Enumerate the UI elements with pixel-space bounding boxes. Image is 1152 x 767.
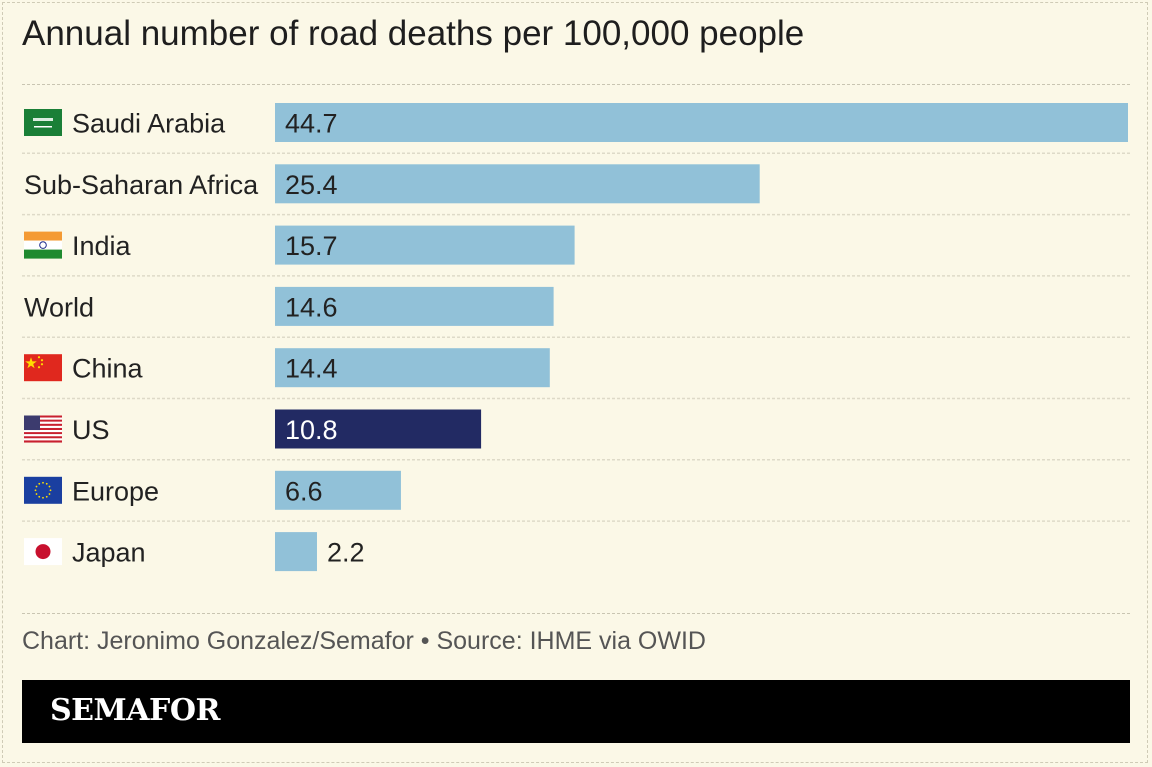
value-label-saudi-arabia: 44.7 (285, 109, 338, 139)
value-label-japan: 2.2 (327, 538, 365, 568)
flag-stripe (24, 432, 62, 435)
flag-star (35, 485, 38, 488)
bottom-divider (22, 613, 1130, 614)
bar-world (275, 286, 554, 326)
value-label-world: 14.6 (285, 292, 338, 322)
flag-stripe (24, 417, 62, 420)
bar-row-china: China 14.4 (22, 336, 1130, 388)
flag-stripe (24, 427, 62, 431)
bar-japan (275, 532, 317, 572)
flag-stripe (24, 423, 62, 426)
flag-stripe (24, 430, 62, 433)
flag-field (24, 476, 62, 504)
bar-india (275, 225, 575, 265)
semafor-logo: SEMAFOR (50, 693, 220, 728)
category-label-world: World (24, 292, 94, 322)
value-label-india: 15.7 (285, 231, 338, 261)
flag-stripe (24, 425, 62, 429)
india-flag (24, 231, 62, 259)
flag-stripe (24, 436, 62, 439)
category-label-china: China (72, 354, 144, 384)
flag-star (42, 496, 44, 499)
category-label-japan: Japan (72, 538, 146, 568)
us-flag (24, 415, 62, 443)
category-label-saudi-arabia: Saudi Arabia (72, 109, 226, 139)
flag-field (24, 109, 62, 136)
value-label-us: 10.8 (285, 415, 338, 445)
flag-star (38, 495, 41, 498)
flag-stripe (24, 419, 62, 422)
flag-star (48, 485, 51, 488)
bar-saudi-arabia (275, 103, 1128, 142)
flag-stripe-green (24, 249, 62, 259)
flag-stripe (24, 438, 62, 441)
flag-star (34, 489, 37, 492)
flag-chakra (39, 241, 47, 249)
flag-stripe (24, 421, 62, 424)
flag-sword (34, 126, 52, 128)
bar-row-sub-saharan-africa: Sub-Saharan Africa 25.4 (22, 152, 1130, 204)
bar-us (275, 409, 482, 449)
bar-china (275, 348, 550, 388)
flag-script (33, 118, 53, 121)
flag-stripe-white (24, 240, 62, 250)
bar-row-japan: Japan 2.2 (22, 520, 1130, 572)
eu-flag (24, 476, 62, 504)
bar-europe (275, 470, 401, 510)
top-divider (22, 84, 1130, 85)
flag-stripe-saffron (24, 231, 62, 241)
flag-canton (24, 415, 40, 431)
bar-row-us: US 10.8 (22, 397, 1130, 449)
category-label-europe: Europe (72, 476, 159, 506)
flag-star (38, 482, 41, 485)
flag-small-star-2 (40, 359, 44, 362)
flag-sun (35, 544, 51, 560)
flag-stripe (24, 440, 62, 443)
flag-small-star-3 (40, 363, 44, 366)
flag-star (49, 489, 52, 492)
value-label-europe: 6.6 (285, 476, 323, 506)
bar-row-world: World 14.6 (22, 275, 1130, 326)
flag-stripe (24, 415, 62, 418)
china-flag (24, 354, 62, 382)
flag-stripe (24, 434, 62, 437)
value-label-sub-saharan-africa: 25.4 (285, 170, 338, 200)
bar-row-saudi-arabia: Saudi Arabia 44.7 (24, 103, 1128, 142)
value-label-china: 14.4 (285, 354, 338, 384)
flag-star (45, 482, 48, 485)
bar-row-europe: Europe 6.6 (22, 459, 1130, 510)
brand-footer: SEMAFOR (22, 680, 1130, 743)
flag-field (24, 354, 62, 382)
category-label-us: US (72, 415, 110, 445)
saudi-arabia-flag (24, 109, 62, 136)
source-note: Chart: Jeronimo Gonzalez/Semafor • Sourc… (22, 627, 706, 655)
flag-star (35, 493, 38, 495)
japan-flag (24, 538, 62, 566)
flag-small-star-1 (37, 356, 41, 359)
bar-row-india: India 15.7 (22, 213, 1130, 265)
category-label-india: India (72, 231, 132, 261)
flag-star (42, 481, 44, 484)
category-label-sub-saharan-africa: Sub-Saharan Africa (24, 170, 259, 200)
bar-sub-saharan-africa (275, 164, 760, 204)
flag-star (48, 493, 51, 495)
chart-title: Annual number of road deaths per 100,000… (22, 14, 805, 53)
flag-small-star-4 (37, 366, 41, 369)
flag-star (45, 495, 48, 498)
flag-large-star (25, 357, 37, 369)
